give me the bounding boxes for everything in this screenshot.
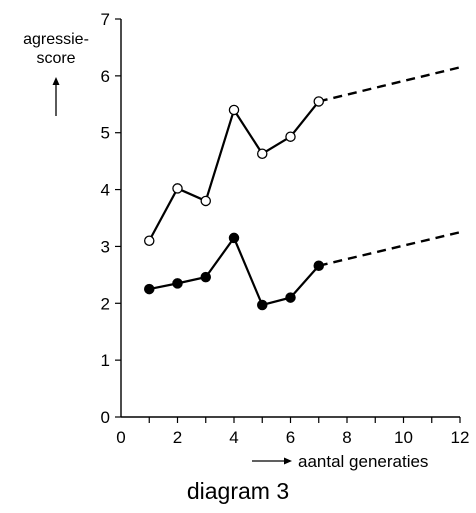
series-filled-point-1 [143,283,155,295]
y-tick-label-5: 5 [101,124,110,143]
x-axis-label: aantal generaties [298,452,428,471]
series-layer [143,66,461,311]
y-axis-label-arrowhead [52,77,60,85]
y-tick-label-6: 6 [101,67,110,86]
x-tick-label-12: 12 [451,428,470,447]
y-axis-label-line-2: score [36,50,76,67]
series-filled-point-5 [256,299,268,311]
x-axis-label-arrowhead [284,457,292,465]
series-open-point-2 [172,183,183,194]
x-tick-label-6: 6 [286,428,295,447]
chart-caption: diagram 3 [0,477,476,505]
y-tick-label-1: 1 [101,351,110,370]
x-tick-label-0: 0 [116,428,125,447]
x-axis-label-group: aantal generaties [252,452,428,471]
tick-marks [115,18,461,423]
series-open-point-1 [143,235,155,246]
series-open-extrapolation [318,66,461,103]
series-filled-extrapolation [318,231,461,267]
y-tick-label-7: 7 [101,10,110,29]
x-tick-label-4: 4 [229,428,238,447]
series-open-point-3 [200,195,211,207]
series-open-line [148,100,320,242]
y-tick-label-2: 2 [101,294,110,313]
series-filled-point-7 [313,260,324,272]
series-filled-point-4 [228,232,240,244]
x-tick-label-2: 2 [173,428,182,447]
series-filled-point-3 [200,271,211,283]
y-tick-label-3: 3 [101,237,110,256]
series-open-point-6 [285,131,296,142]
y-axis-label-arrow [52,77,60,116]
y-axis-label: agressie- score [6,30,106,68]
x-tick-label-8: 8 [342,428,351,447]
y-axis-label-line-1: agressie- [23,31,89,48]
series-open-point-5 [256,148,268,160]
series-filled-point-2 [172,278,183,289]
series-filled-point-6 [285,292,296,303]
y-tick-label-0: 0 [101,408,110,427]
series-open-point-4 [228,104,240,116]
x-tick-label-10: 10 [394,428,413,447]
series-open-point-7 [313,96,324,107]
chart-caption-text: diagram 3 [186,478,290,504]
y-tick-label-4: 4 [101,181,110,200]
